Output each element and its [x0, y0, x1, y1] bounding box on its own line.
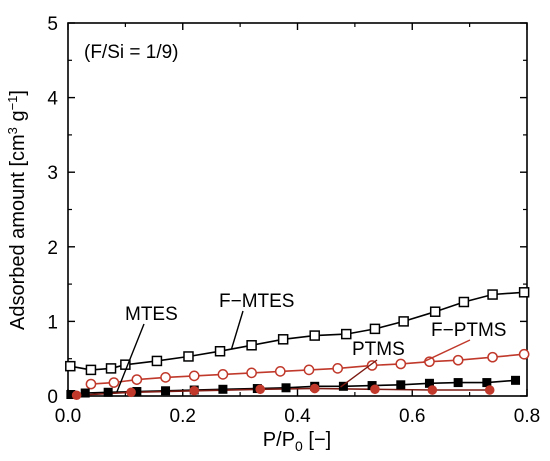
mtes-point: [511, 375, 521, 385]
y-axis-title-mid: g: [7, 110, 29, 127]
f-ptms-point: [217, 369, 229, 380]
y-tick-label: 5: [47, 14, 58, 35]
f-ptms-point: [246, 367, 257, 379]
f-ptms-point: [274, 366, 286, 377]
mtes-point: [453, 378, 463, 388]
series-markers: [65, 287, 530, 401]
f-ptms-point: [188, 370, 200, 382]
f-mtes-point: [369, 323, 381, 335]
mtes-point: [218, 384, 228, 394]
mtes-leader: [116, 323, 145, 393]
f-ptms-point: [108, 377, 120, 388]
label-leader-lines: [116, 310, 471, 393]
x-tick-label: 0.8: [514, 406, 540, 427]
f-ptms-point: [160, 372, 171, 383]
y-axis-title-tail: ]: [7, 90, 29, 96]
y-tick-label: 3: [47, 163, 58, 184]
mtes-point: [396, 380, 406, 390]
x-tick-label: 0.6: [399, 406, 425, 427]
x-tick-label: 0.4: [284, 406, 311, 427]
f-mtes-point: [309, 330, 320, 341]
y-axis-title-sup1: 3: [5, 127, 20, 134]
f-ptms-point: [366, 360, 378, 371]
mtes-point: [281, 383, 291, 393]
f-mtes-point: [487, 289, 498, 300]
ptms-point: [71, 390, 82, 401]
f-ptms-point: [395, 358, 407, 370]
f-mtes-point: [65, 360, 76, 372]
x-tick-label: 0.2: [170, 406, 196, 427]
mtes-point: [80, 388, 90, 398]
f-mtes-point: [458, 296, 470, 308]
f-mtes-point: [183, 351, 194, 362]
y-tick-label: 4: [47, 89, 58, 110]
x-axis-title-tail: [−]: [303, 429, 331, 451]
y-axis-title-main: Adsorbed amount [cm: [7, 134, 29, 330]
mtes-point: [103, 387, 113, 397]
f-ptms-point: [452, 354, 464, 366]
f-ptms-point: [487, 351, 498, 363]
ratio-annotation: (F/Si = 1/9): [84, 42, 179, 63]
mtes-point: [338, 381, 348, 391]
ptms-point: [255, 384, 266, 395]
f-mtes-point: [214, 345, 226, 357]
f-mtes-point: [277, 334, 289, 345]
label-ptms: PTMS: [352, 339, 405, 360]
f-mtes-point: [246, 340, 257, 351]
f-ptms-leader: [423, 339, 471, 363]
f-mtes-leader: [230, 310, 244, 350]
y-tick-label: 2: [47, 238, 58, 259]
f-ptms-point: [303, 364, 315, 376]
ptms-point: [484, 385, 495, 395]
f-ptms-line: [90, 353, 525, 385]
ptms-point: [370, 384, 380, 395]
label-f-mtes: F−MTES: [219, 291, 294, 312]
f-ptms-point: [332, 363, 344, 374]
f-mtes-point: [85, 364, 97, 376]
axis-ticks: 0.0 0.2 0.4 0.6 0.8 0 1 2 3 4 5: [47, 14, 540, 427]
f-ptms-point: [131, 374, 143, 385]
f-mtes-point: [518, 287, 530, 298]
ptms-point: [309, 383, 320, 394]
y-tick-label: 1: [47, 312, 58, 333]
ptms-point: [427, 385, 438, 395]
y-axis-title: Adsorbed amount [cm3 g−1]: [5, 90, 29, 330]
f-ptms-point: [85, 378, 97, 390]
f-ptms-point: [518, 348, 530, 360]
y-tick-label: 0: [47, 387, 58, 408]
f-mtes-point: [151, 355, 163, 367]
ptms-point: [126, 387, 136, 398]
x-tick-label: 0.0: [55, 406, 81, 427]
y-axis-title-sup2: −1: [5, 96, 20, 111]
f-mtes-point: [105, 363, 117, 374]
f-mtes-point: [341, 328, 352, 340]
ptms-leader: [340, 359, 378, 388]
x-axis-title-main: P/P: [263, 429, 295, 451]
x-axis-title-sub: 0: [295, 438, 303, 454]
label-mtes: MTES: [125, 304, 178, 325]
f-mtes-point: [398, 316, 409, 327]
x-axis-title: P/P0 [−]: [263, 429, 331, 454]
f-mtes-point: [429, 306, 441, 317]
label-f-ptms: F−PTMS: [431, 320, 506, 341]
mtes-point: [161, 386, 171, 396]
ptms-point: [189, 385, 200, 396]
